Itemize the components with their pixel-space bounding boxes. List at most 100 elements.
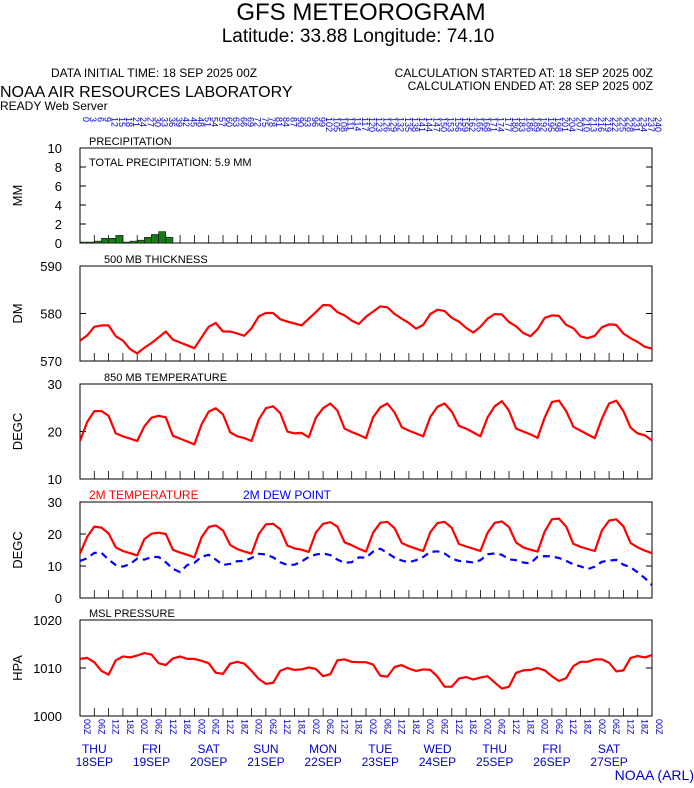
top-hour-label: 54	[210, 117, 220, 127]
bottom-hour-label: 12Z	[511, 719, 521, 735]
top-hour-label: 234	[639, 117, 649, 132]
bottom-hour-label: 00Z	[82, 719, 92, 735]
top-hour-label: 87	[288, 117, 298, 127]
top-hour-label: 72	[253, 117, 263, 127]
top-hour-label: 12	[110, 117, 120, 127]
precip-bar	[165, 237, 174, 244]
top-hour-label: 177	[503, 117, 513, 132]
date-label: 20SEP	[190, 755, 227, 769]
precip-bar	[136, 239, 145, 244]
page-title: GFS METEOROGRAM	[236, 0, 485, 26]
y-tick-label: 2	[55, 217, 62, 232]
date-label: 26SEP	[533, 755, 570, 769]
bottom-hour-label: 00Z	[597, 719, 607, 735]
date-label: 23SEP	[362, 755, 399, 769]
bottom-hour-label: 12Z	[339, 719, 349, 735]
legend-temperature: 2M TEMPERATURE	[89, 488, 199, 502]
calculation-ended: CALCULATION ENDED AT: 28 SEP 2025 00Z	[408, 79, 653, 93]
y-tick-label: 570	[40, 354, 62, 369]
top-hour-label: 0	[81, 117, 91, 122]
top-hour-label: 90	[296, 117, 306, 127]
y-tick-label: 20	[48, 425, 62, 440]
top-hour-label: 39	[174, 117, 184, 127]
bottom-hour-label: 00Z	[254, 719, 264, 735]
bottom-hour-label: 12Z	[454, 719, 464, 735]
y-axis-label: HPA	[10, 655, 25, 681]
top-hour-label: 21	[131, 117, 141, 127]
day-label: SUN	[253, 742, 278, 756]
y-tick-label: 1020	[33, 613, 62, 628]
panel-title: PRECIPITATION	[89, 136, 172, 148]
top-hour-label: 96	[310, 117, 320, 127]
top-hour-label: 225	[617, 117, 627, 132]
top-hour-label: 237	[646, 117, 656, 132]
data-initial-time: DATA INITIAL TIME: 18 SEP 2025 00Z	[51, 66, 257, 80]
y-tick-label: 0	[55, 591, 62, 606]
precip-bar	[158, 231, 167, 244]
top-hour-label: 36	[167, 117, 177, 127]
bottom-hour-label: 12Z	[625, 719, 635, 735]
y-tick-label: 0	[55, 236, 62, 251]
series-line	[79, 651, 653, 690]
top-hour-label: 111	[346, 117, 356, 131]
top-hour-label: 156	[453, 117, 463, 132]
y-tick-label: 30	[48, 377, 62, 392]
top-hour-label: 213	[589, 117, 599, 132]
panel-title: MSL PRESSURE	[89, 608, 175, 620]
y-tick-label: 10	[48, 559, 62, 574]
top-hour-label: 204	[567, 117, 577, 132]
y-tick-label: 6	[55, 179, 62, 194]
top-hour-label: 33	[160, 117, 170, 127]
y-tick-label: 20	[48, 527, 62, 542]
precip-bar	[151, 234, 159, 244]
organization-name: NOAA AIR RESOURCES LABORATORY	[0, 84, 293, 101]
precip-bar	[86, 241, 95, 244]
top-hour-label: 57	[217, 117, 227, 127]
panel-title: 500 MB THICKNESS	[104, 254, 208, 266]
y-tick-label: 30	[48, 495, 62, 510]
bottom-hour-label: 18Z	[125, 719, 135, 735]
top-hour-label: 48	[195, 117, 205, 127]
day-label: FRI	[142, 742, 161, 756]
bottom-hour-label: 18Z	[525, 719, 535, 735]
y-tick-label: 10	[48, 472, 62, 487]
top-hour-label: 174	[496, 117, 506, 132]
top-hour-label: 219	[603, 117, 613, 132]
y-tick-label: 590	[40, 259, 62, 274]
top-hour-label: 186	[524, 117, 534, 132]
bottom-hour-label: 06Z	[211, 719, 221, 735]
top-hour-label: 144	[424, 117, 434, 132]
precip-bar	[144, 237, 152, 244]
bottom-hour-label: 18Z	[239, 719, 249, 735]
bottom-hour-label: 00Z	[654, 719, 664, 735]
top-hour-axis: 0369121518212427303336394245485154576063…	[81, 117, 663, 132]
bottom-hour-label: 00Z	[196, 719, 206, 735]
bottom-hour-label: 18Z	[411, 719, 421, 735]
top-hour-label: 132	[396, 117, 406, 132]
series-line	[78, 399, 653, 446]
top-hour-label: 147	[431, 117, 441, 132]
day-label: THU	[482, 742, 507, 756]
top-hour-label: 222	[610, 117, 620, 132]
bottom-hour-label: 18Z	[640, 719, 650, 735]
precip-bar	[79, 241, 88, 244]
panel-4: 1000 1010 1020 HPA MSL PRESSURE	[10, 608, 653, 724]
top-hour-label: 9	[102, 117, 112, 122]
top-hour-label: 159	[460, 117, 470, 132]
top-hour-label: 99	[317, 117, 327, 127]
calculation-started: CALCULATION STARTED AT: 18 SEP 2025 00Z	[395, 66, 653, 80]
top-hour-label: 183	[517, 117, 527, 132]
bottom-hour-label: 06Z	[382, 719, 392, 735]
bottom-hour-label: 12Z	[111, 719, 121, 735]
precip-bar	[115, 235, 124, 244]
chart-panels: 0 2 4 6 8 10 MM PRECIPITATION TOTAL PRECIPITATIO…	[10, 136, 653, 724]
top-hour-label: 123	[374, 117, 384, 132]
panel-title: 850 MB TEMPERATURE	[104, 372, 227, 384]
top-hour-label: 135	[403, 117, 413, 132]
bottom-hour-label: 12Z	[225, 719, 235, 735]
top-hour-label: 30	[153, 117, 163, 127]
bottom-hour-label: 12Z	[397, 719, 407, 735]
top-hour-label: 45	[188, 117, 198, 127]
top-hour-label: 150	[439, 117, 449, 132]
